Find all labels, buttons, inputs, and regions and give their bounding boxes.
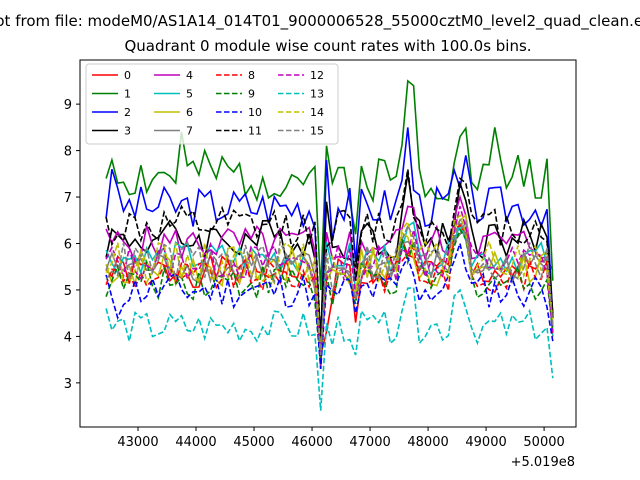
x-tick-label: 50000 (523, 435, 564, 450)
legend-label-12: 12 (310, 69, 324, 82)
legend-label-2: 2 (124, 106, 131, 119)
legend-label-14: 14 (310, 106, 324, 119)
legend-label-3: 3 (124, 125, 131, 138)
legend-label-9: 9 (248, 88, 255, 101)
legend-label-7: 7 (186, 125, 193, 138)
legend-label-10: 10 (248, 106, 262, 119)
y-tick-label: 9 (64, 98, 72, 113)
chart-title: Quadrant 0 module wise count rates with … (124, 37, 531, 55)
legend-label-8: 8 (248, 69, 255, 82)
x-tick-label: 44000 (175, 435, 216, 450)
series-line-13 (105, 286, 554, 411)
x-axis-offset-label: +5.019e8 (511, 455, 575, 470)
legend-label-0: 0 (124, 69, 131, 82)
x-tick-label: 49000 (465, 435, 506, 450)
legend-label-4: 4 (186, 69, 193, 82)
series-line-10 (105, 240, 554, 369)
x-tick-label: 48000 (407, 435, 448, 450)
y-tick-label: 7 (64, 191, 72, 206)
series-line-14 (105, 214, 554, 356)
y-tick-label: 5 (64, 284, 72, 299)
legend-box (85, 63, 339, 145)
y-tick-label: 4 (64, 330, 72, 345)
legend-label-13: 13 (310, 88, 324, 101)
x-tick-label: 45000 (233, 435, 274, 450)
legend-label-6: 6 (186, 106, 193, 119)
series-line-15 (105, 217, 554, 356)
y-tick-label: 6 (64, 238, 72, 253)
x-tick-label: 47000 (349, 435, 390, 450)
legend-label-5: 5 (186, 88, 193, 101)
x-axis: 43000 44000 45000 46000 47000 48000 49000 50000 (117, 427, 565, 450)
series-layer (105, 79, 554, 411)
legend-label-1: 1 (124, 88, 131, 101)
legend-label-15: 15 (310, 125, 324, 138)
figure-suptitle: Plot from file: modeM0/AS1A14_014T01_900… (0, 12, 640, 31)
y-tick-label: 8 (64, 145, 72, 160)
x-tick-label: 46000 (291, 435, 332, 450)
y-tick-label: 3 (64, 377, 72, 392)
series-line-11 (105, 169, 554, 342)
legend-label-11: 11 (248, 125, 262, 138)
series-line-9 (105, 227, 554, 365)
y-axis: 3 4 5 6 7 8 9 (64, 98, 80, 392)
series-line-8 (105, 223, 554, 360)
x-tick-label: 43000 (117, 435, 158, 450)
